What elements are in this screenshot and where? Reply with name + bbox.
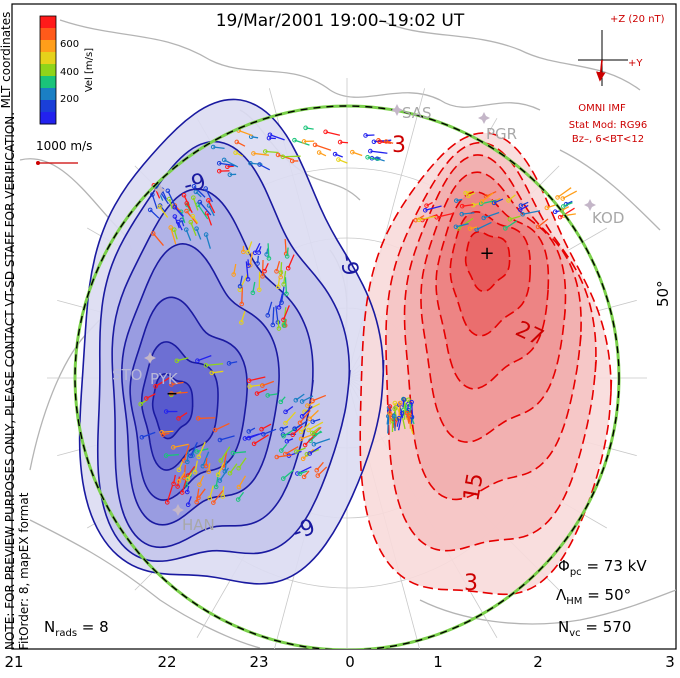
mlt-axis: 21 22 23 0 1 2 3 [4,653,674,671]
station-label-han: HAN [182,516,215,534]
pos-contour-label-3: 15 [459,471,488,503]
latitude-label: 50° [654,280,672,307]
title: 19/Mar/2001 19:00–19:02 UT [216,11,465,31]
station-label-pgr: PGR [486,125,517,143]
nvc-value: = 570 [581,618,632,636]
colorbar-segment [40,16,56,29]
colorbar-tick-600: 600 [60,39,79,50]
station-label-pyk: PYK [150,370,179,388]
colorbar-segment [40,76,56,89]
nrads-sub: rads [55,628,77,639]
colorbar-label: Vel [m/s] [84,48,95,92]
mlt-tick-23: 23 [249,653,268,671]
lambda-value: = 50° [582,586,631,604]
nrads-stat: Nrads = 8 [44,618,109,639]
coord-system-label: MLT coordinates [0,12,13,109]
mlt-tick-22: 22 [157,653,176,671]
station-label-sto: STO [112,366,143,384]
station-label-sas: SAS [402,104,432,122]
nvc-symbol: N [558,618,569,636]
nvc-sub: vc [569,628,580,639]
imf-condition: Bz–, 6<BT<12 [572,134,644,145]
colorbar-segment [40,88,56,101]
colorbar-segment [40,28,56,41]
lambda-sub: HM [566,596,582,607]
colorbar-segment [40,40,56,53]
imf-z-label: +Z (20 nT) [610,14,665,25]
max-potential-marker: + [479,243,494,264]
phi-sub: pc [570,567,582,578]
velocity-colorbar [40,16,56,125]
colorbar-segment [40,52,56,65]
phi-symbol: Φ [558,557,570,575]
fit-note: FitOrder: 8, mapEX format [17,492,31,650]
imf-model: Stat Mod: RG96 [569,120,648,131]
colorbar-segment [40,64,56,77]
nrads-symbol: N [44,618,55,636]
colorbar-segment [40,112,56,125]
velocity-vector [198,418,215,419]
mlt-tick-0: 0 [345,653,355,671]
pos-contour-label-4: 3 [464,571,478,596]
velocity-scale-dot [36,161,40,165]
colorbar-tick-400: 400 [60,67,79,78]
mlt-tick-1: 1 [433,653,443,671]
velocity-scale-label: 1000 m/s [36,139,92,153]
mlt-tick-2: 2 [533,653,543,671]
colorbar-tick-200: 200 [60,94,79,105]
mlt-tick-21: 21 [4,653,23,671]
imf-y-label: +Y [628,58,643,69]
velocity-vector [283,156,301,157]
station-label-kod: KOD [592,209,624,227]
neg-contour-label-2: -9 [334,252,362,278]
velocity-vector [263,260,264,276]
pos-contour-label-1: 3 [392,133,406,158]
nrads-value: = 8 [77,618,109,636]
imf-source: OMNI IMF [578,103,626,114]
phi-value: = 73 kV [582,557,648,575]
velocity-vector [411,417,412,424]
colorbar-segment [40,100,56,113]
nvc-stat: Nvc = 570 [558,618,631,639]
mlt-tick-3: 3 [665,653,675,671]
preview-note: NOTE: FOR PREVIEW PURPOSES ONLY, PLEASE … [3,112,17,650]
